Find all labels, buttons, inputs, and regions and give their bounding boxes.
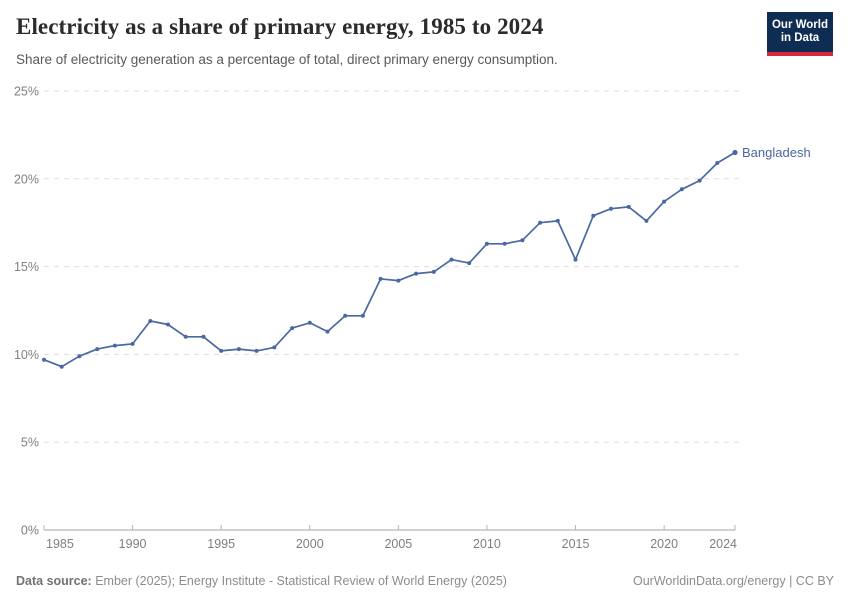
data-point-bangladesh-1989 xyxy=(112,343,117,348)
x-tick-label-1985: 1985 xyxy=(46,537,74,551)
chart-subtitle: Share of electricity generation as a per… xyxy=(16,52,558,67)
data-point-bangladesh-2000 xyxy=(307,320,312,325)
y-tick-label-0: 0% xyxy=(21,524,39,538)
data-point-bangladesh-2024 xyxy=(732,149,738,156)
data-point-bangladesh-2014 xyxy=(555,218,560,223)
data-point-bangladesh-1998 xyxy=(272,345,277,350)
x-tick-label-2015: 2015 xyxy=(562,537,590,551)
data-source-label: Data source: xyxy=(16,574,92,588)
data-point-bangladesh-2020 xyxy=(662,199,667,204)
data-point-bangladesh-2004 xyxy=(378,276,383,281)
x-tick-label-2024: 2024 xyxy=(709,537,737,551)
y-tick-label-5: 5% xyxy=(21,436,39,450)
data-point-bangladesh-2023 xyxy=(715,161,720,165)
data-point-bangladesh-2015 xyxy=(573,257,578,262)
x-tick-label-1990: 1990 xyxy=(119,537,147,551)
data-point-bangladesh-1988 xyxy=(95,347,100,352)
data-point-bangladesh-1995 xyxy=(219,348,224,353)
data-point-bangladesh-2006 xyxy=(414,271,419,276)
data-point-bangladesh-2010 xyxy=(484,241,489,246)
data-point-bangladesh-1990 xyxy=(130,341,135,346)
data-point-bangladesh-1991 xyxy=(148,319,153,323)
data-point-bangladesh-2005 xyxy=(396,278,401,283)
x-tick-label-2000: 2000 xyxy=(296,537,324,551)
series-label-bangladesh[interactable]: Bangladesh xyxy=(742,145,811,160)
owid-logo: Our World in Data xyxy=(767,12,833,56)
data-point-bangladesh-1994 xyxy=(201,334,206,339)
data-point-bangladesh-2018 xyxy=(626,204,631,209)
x-tick-label-2020: 2020 xyxy=(650,537,678,551)
data-point-bangladesh-2019 xyxy=(644,218,649,223)
data-point-bangladesh-1993 xyxy=(183,334,188,339)
data-point-bangladesh-1992 xyxy=(166,322,170,327)
y-tick-label-15: 15% xyxy=(14,260,39,274)
data-point-bangladesh-1996 xyxy=(236,347,241,352)
page-title: Electricity as a share of primary energy… xyxy=(16,14,544,39)
data-point-bangladesh-2017 xyxy=(609,206,613,211)
x-tick-label-2005: 2005 xyxy=(384,537,412,551)
data-source-note: Data source: Ember (2025); Energy Instit… xyxy=(16,574,507,588)
series-line-bangladesh xyxy=(43,151,736,368)
x-tick-label-1995: 1995 xyxy=(207,537,235,551)
owid-logo-line1: Our World xyxy=(771,18,828,31)
data-point-bangladesh-2007 xyxy=(431,269,436,274)
y-tick-label-25: 25% xyxy=(14,85,39,99)
data-point-bangladesh-1986 xyxy=(59,364,64,369)
data-point-bangladesh-2003 xyxy=(360,313,365,318)
data-point-bangladesh-2002 xyxy=(343,313,348,318)
data-point-bangladesh-2011 xyxy=(502,241,507,246)
data-point-bangladesh-1985 xyxy=(42,357,46,362)
data-point-bangladesh-2001 xyxy=(325,329,330,334)
data-point-bangladesh-2009 xyxy=(467,261,472,266)
data-point-bangladesh-2008 xyxy=(449,257,454,262)
y-tick-label-20: 20% xyxy=(14,172,39,186)
data-point-bangladesh-1999 xyxy=(290,326,295,331)
data-source-text: Ember (2025); Energy Institute - Statist… xyxy=(91,574,507,588)
owid-logo-line2: in Data xyxy=(780,32,820,44)
owid-link[interactable]: OurWorldinData.org/energy | CC BY xyxy=(632,574,834,588)
data-point-bangladesh-1987 xyxy=(77,354,82,359)
data-point-bangladesh-2016 xyxy=(591,213,596,218)
y-tick-label-10: 10% xyxy=(14,348,39,362)
x-tick-label-2010: 2010 xyxy=(473,537,501,551)
data-point-bangladesh-2022 xyxy=(697,178,702,183)
data-point-bangladesh-2013 xyxy=(538,220,543,225)
data-point-bangladesh-2021 xyxy=(679,187,684,192)
chart-footer: Data source: Ember (2025); Energy Instit… xyxy=(0,570,850,588)
data-point-bangladesh-2012 xyxy=(520,238,525,243)
data-point-bangladesh-1997 xyxy=(254,348,259,353)
line-chart[interactable]: 0% 5% 10% 15% 20% 25% 1985 1990 1995 2000 2005 2010… xyxy=(0,0,850,560)
